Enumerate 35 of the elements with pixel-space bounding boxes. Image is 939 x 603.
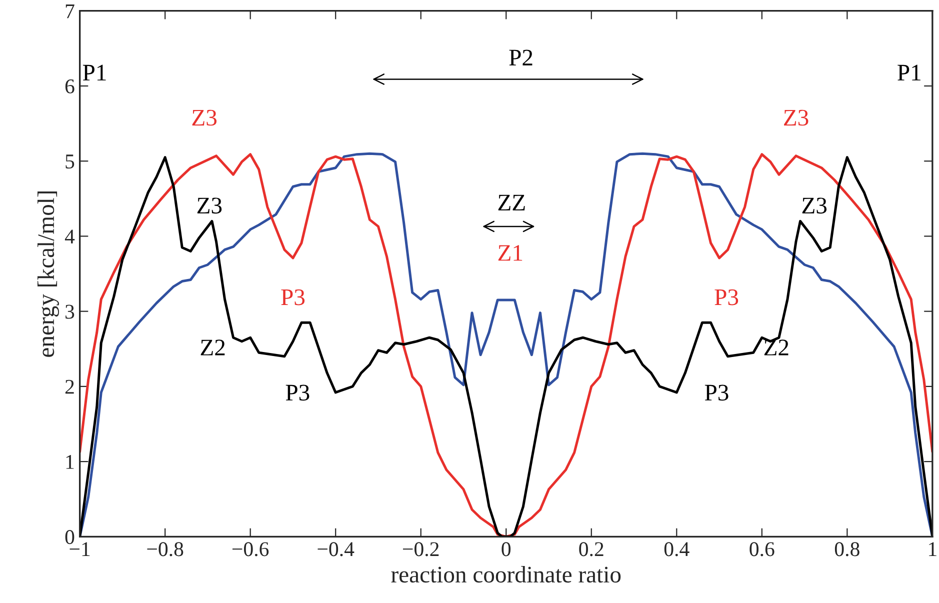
y-tick-label: 0 (65, 530, 74, 544)
annotation: Z1 (498, 245, 522, 261)
annotation: P1 (82, 64, 106, 80)
annotation: Z3 (197, 198, 222, 214)
y-tick-label: 2 (65, 380, 74, 394)
y-tick-label: 3 (66, 304, 74, 319)
x-tick-label: 0.4 (664, 542, 690, 556)
y-tick-label: 4 (64, 230, 75, 244)
x-tick-label: 0 (502, 542, 511, 556)
y-tick-label: 1 (66, 455, 74, 469)
annotation: Z2 (200, 340, 225, 356)
annotation: P3 (704, 384, 728, 401)
x-tick-label: −0.8 (147, 542, 184, 556)
y-tick-label: 5 (66, 154, 74, 169)
annotation: Z3 (802, 198, 827, 214)
x-tick-label: 0.2 (579, 542, 604, 556)
x-tick-label: −0.4 (318, 542, 354, 556)
x-tick-label: 0.6 (750, 542, 774, 556)
y-tick-label: 6 (65, 79, 74, 94)
y-tick-label: 7 (66, 4, 74, 18)
annotation: Z3 (192, 110, 216, 126)
x-tick-label: −1 (70, 542, 90, 556)
annotation: P3 (286, 384, 310, 401)
annotation: P1 (898, 64, 920, 80)
annotation: P2 (509, 50, 532, 66)
annotation: P3 (281, 289, 305, 306)
y-axis-title: energy [kcal/mol] (38, 191, 59, 357)
x-tick-label: 0.8 (834, 542, 860, 556)
x-tick-label: −0.6 (232, 542, 269, 556)
x-tick-label: 1 (929, 542, 936, 556)
annotation: P3 (714, 289, 738, 306)
annotation: ZZ (498, 194, 525, 210)
x-tick-label: −0.2 (403, 542, 439, 556)
x-axis-title: reaction coordinate ratio (391, 566, 621, 583)
annotation: Z3 (784, 110, 808, 126)
